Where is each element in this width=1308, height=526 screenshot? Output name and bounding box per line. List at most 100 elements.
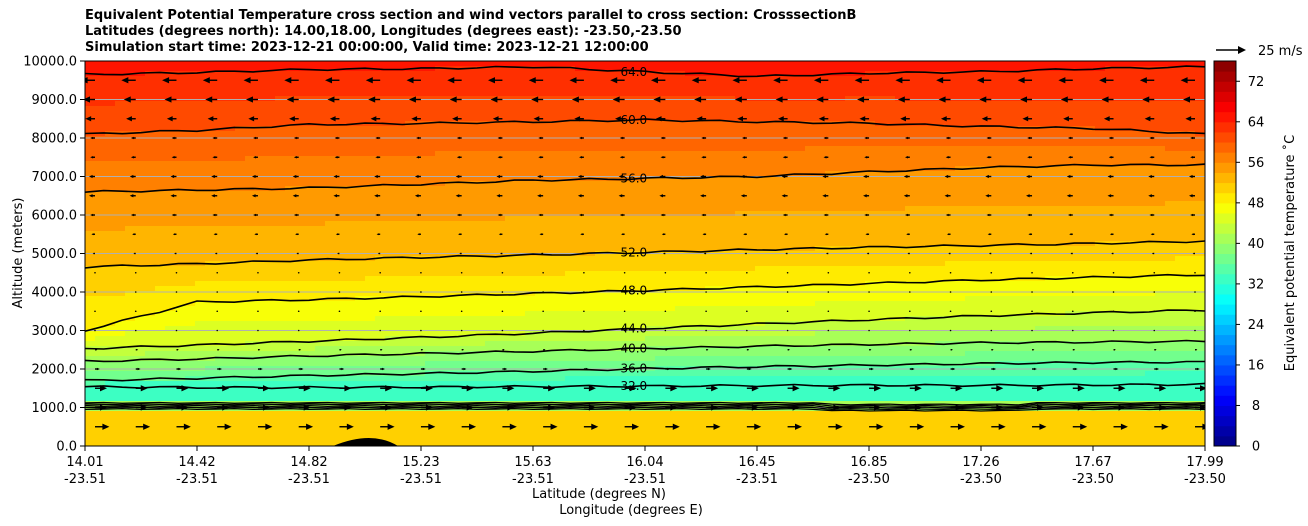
field-cell bbox=[235, 206, 246, 212]
field-cell bbox=[265, 296, 276, 302]
field-cell bbox=[225, 141, 236, 147]
field-cell bbox=[445, 386, 456, 392]
field-cell bbox=[305, 371, 316, 377]
field-cell bbox=[525, 196, 536, 202]
field-cell bbox=[305, 411, 316, 417]
field-cell bbox=[205, 71, 216, 77]
field-cell bbox=[335, 371, 346, 377]
field-cell bbox=[385, 256, 396, 262]
field-cell bbox=[335, 96, 346, 102]
field-cell bbox=[115, 111, 126, 117]
field-cell bbox=[595, 136, 606, 142]
field-cell bbox=[565, 336, 576, 342]
field-cell bbox=[245, 361, 256, 367]
field-cell bbox=[535, 241, 546, 247]
field-cell bbox=[335, 141, 346, 147]
field-cell bbox=[435, 211, 446, 217]
field-cell bbox=[485, 211, 496, 217]
field-cell bbox=[85, 166, 96, 172]
field-cell bbox=[375, 311, 386, 317]
field-cell bbox=[205, 316, 216, 322]
field-cell bbox=[475, 286, 486, 292]
field-cell bbox=[415, 436, 426, 442]
field-cell bbox=[255, 381, 266, 387]
field-cell bbox=[425, 126, 436, 132]
field-cell bbox=[615, 131, 626, 137]
field-cell bbox=[295, 216, 306, 222]
field-cell bbox=[635, 291, 646, 297]
field-cell bbox=[715, 356, 726, 362]
field-cell bbox=[305, 196, 316, 202]
field-cell bbox=[435, 321, 446, 327]
field-cell bbox=[695, 146, 706, 152]
field-cell bbox=[595, 241, 606, 247]
field-cell bbox=[385, 136, 396, 142]
field-cell bbox=[615, 71, 626, 77]
field-cell bbox=[245, 346, 256, 352]
field-cell bbox=[135, 286, 146, 292]
field-cell bbox=[365, 376, 376, 382]
field-cell bbox=[195, 211, 206, 217]
field-cell bbox=[675, 341, 686, 347]
field-cell bbox=[485, 306, 496, 312]
field-cell bbox=[485, 396, 496, 402]
field-cell bbox=[175, 351, 186, 357]
field-cell bbox=[585, 306, 596, 312]
field-cell bbox=[345, 166, 356, 172]
field-cell bbox=[635, 226, 646, 232]
field-cell bbox=[275, 86, 286, 92]
field-cell bbox=[725, 121, 736, 127]
field-cell bbox=[335, 156, 346, 162]
field-cell bbox=[85, 76, 96, 82]
field-cell bbox=[695, 216, 706, 222]
field-cell bbox=[295, 231, 306, 237]
field-cell bbox=[155, 286, 166, 292]
field-cell bbox=[125, 411, 136, 417]
field-cell bbox=[575, 81, 586, 87]
field-cell bbox=[345, 361, 356, 367]
field-cell bbox=[205, 411, 216, 417]
field-cell bbox=[265, 91, 276, 97]
field-cell bbox=[645, 391, 656, 397]
field-cell bbox=[525, 176, 536, 182]
field-cell bbox=[85, 246, 96, 252]
field-cell bbox=[665, 396, 676, 402]
field-cell bbox=[125, 246, 136, 252]
field-cell bbox=[595, 271, 606, 277]
field-cell bbox=[365, 286, 376, 292]
field-cell bbox=[725, 141, 736, 147]
field-cell bbox=[715, 91, 726, 97]
field-cell bbox=[645, 91, 656, 97]
field-cell bbox=[725, 231, 736, 237]
field-cell bbox=[265, 136, 276, 142]
field-cell bbox=[685, 441, 696, 446]
field-cell bbox=[235, 266, 246, 272]
field-cell bbox=[135, 216, 146, 222]
field-cell bbox=[315, 236, 326, 242]
field-cell bbox=[475, 391, 486, 397]
field-cell bbox=[455, 86, 466, 92]
field-cell bbox=[475, 316, 486, 322]
field-cell bbox=[395, 346, 406, 352]
field-cell bbox=[435, 341, 446, 347]
field-cell bbox=[545, 71, 556, 77]
field-cell bbox=[285, 131, 296, 137]
field-cell bbox=[395, 131, 406, 137]
field-cell bbox=[515, 231, 526, 237]
field-cell bbox=[315, 381, 326, 387]
field-cell bbox=[355, 376, 366, 382]
field-cell bbox=[155, 306, 166, 312]
field-cell bbox=[125, 201, 136, 207]
field-cell bbox=[565, 101, 576, 107]
field-cell bbox=[505, 136, 516, 142]
field-cell bbox=[185, 166, 196, 172]
field-cell bbox=[555, 141, 566, 147]
field-cell bbox=[95, 261, 106, 267]
field-cell bbox=[635, 66, 646, 72]
field-cell bbox=[195, 126, 206, 132]
field-cell bbox=[215, 281, 226, 287]
field-cell bbox=[595, 211, 606, 217]
field-cell bbox=[85, 431, 96, 437]
field-cell bbox=[725, 211, 736, 217]
field-cell bbox=[375, 171, 386, 177]
